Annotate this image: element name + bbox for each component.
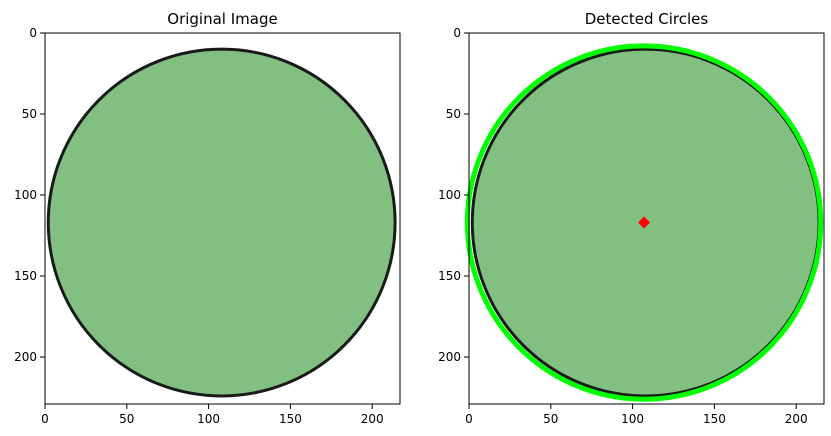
x-tick-label: 100: [621, 412, 644, 426]
detected-center-marker: [638, 216, 651, 229]
x-tick-label: 50: [119, 412, 134, 426]
circle-shape: [46, 47, 397, 398]
x-tick-label: 150: [279, 412, 302, 426]
panel-1: 0 50 100 150 200 0 50 100 150 200 Original Image: [14, 10, 401, 426]
panel-title: Original Image: [167, 10, 277, 28]
y-tick-label: 200: [14, 350, 37, 364]
y-tick-label: 150: [14, 269, 37, 283]
y-tick-label: 100: [14, 188, 37, 202]
x-tick-label: 0: [465, 412, 473, 426]
y-tick-label: 0: [29, 26, 37, 40]
x-tick-label: 0: [41, 412, 49, 426]
panel-2: 0 50 100 150 200 0 50 100 150 200 Detected Circles: [438, 10, 825, 426]
x-tick-label: 100: [197, 412, 220, 426]
x-tick-label: 50: [543, 412, 558, 426]
y-tick-label: 50: [22, 107, 37, 121]
x-tick-label: 150: [703, 412, 726, 426]
x-tick-label: 200: [785, 412, 808, 426]
y-tick-label: 100: [438, 188, 461, 202]
y-tick-label: 0: [453, 26, 461, 40]
panel-title: Detected Circles: [585, 10, 709, 28]
detected-circle-outline: [464, 43, 824, 402]
axes-frame: [44, 32, 401, 405]
y-tick-label: 50: [446, 107, 461, 121]
x-tick-label: 200: [361, 412, 384, 426]
axes-frame: [468, 32, 825, 405]
y-tick-label: 150: [438, 269, 461, 283]
y-tick-label: 200: [438, 350, 461, 364]
